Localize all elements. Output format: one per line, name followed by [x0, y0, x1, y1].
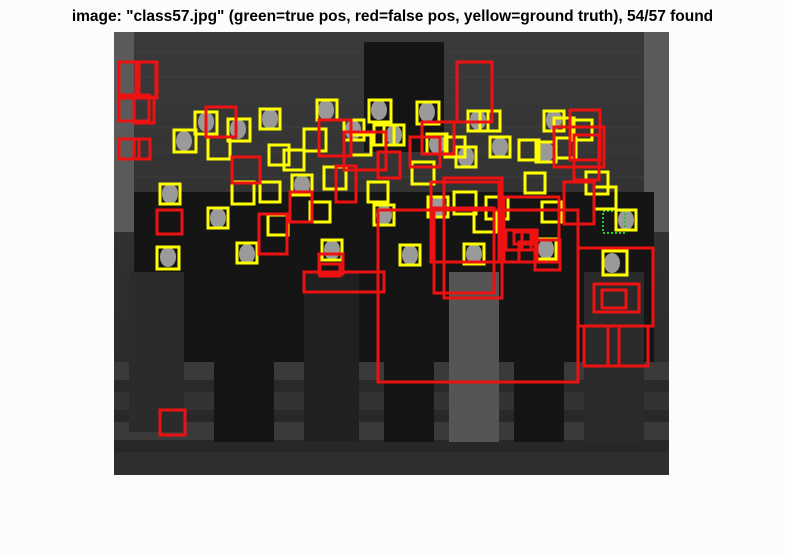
false-positive-boxes	[117, 60, 655, 437]
ground-truth-boxes	[155, 98, 638, 277]
faces	[160, 100, 634, 273]
photo-canvas	[114, 32, 669, 475]
figure-title: image: "class57.jpg" (green=true pos, re…	[71, 8, 714, 25]
annotated-photo	[114, 32, 669, 475]
